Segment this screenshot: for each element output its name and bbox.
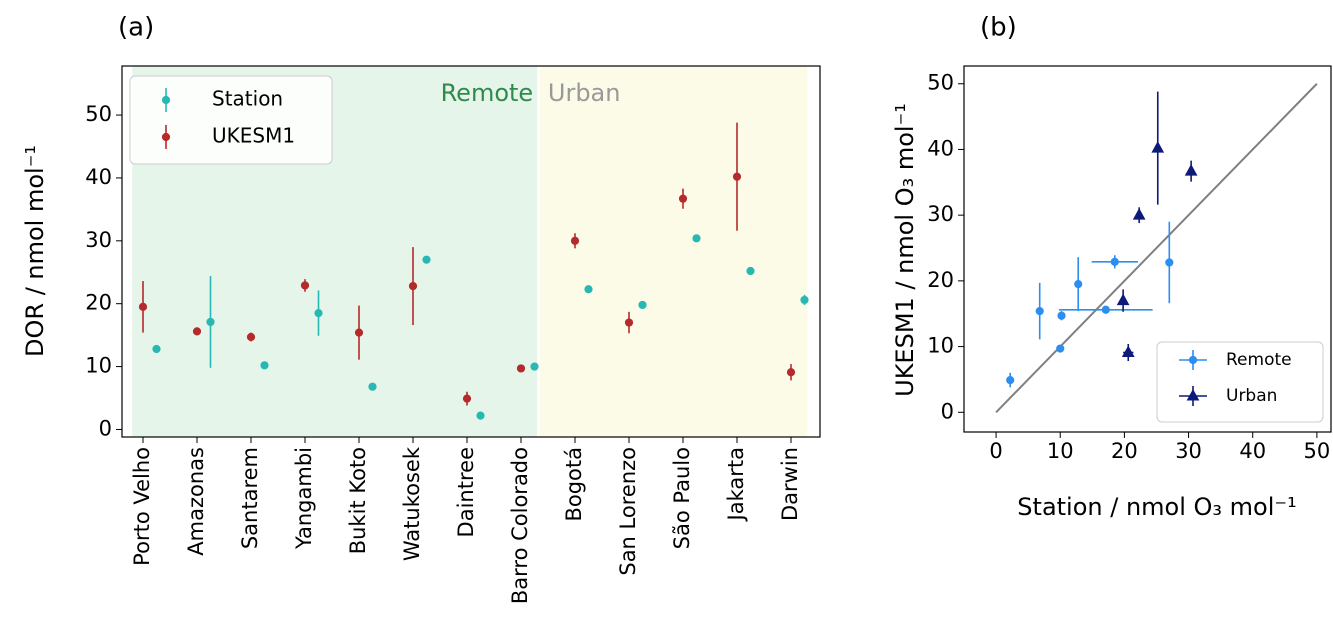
x-tick-label: Barro Colorado — [508, 447, 532, 604]
marker — [1165, 258, 1174, 267]
marker — [408, 281, 418, 291]
y-tick-label: 0 — [99, 416, 112, 440]
marker — [584, 285, 593, 294]
y-tick-label: 0 — [941, 399, 954, 423]
x-tick-label: San Lorenzo — [616, 447, 640, 576]
marker — [1151, 141, 1165, 153]
marker — [570, 236, 580, 245]
axes-frame — [963, 65, 1332, 433]
marker — [314, 309, 323, 318]
y-tick-label: 40 — [85, 165, 112, 189]
marker — [692, 234, 701, 243]
x-tick-label: Amazonas — [184, 447, 208, 556]
x-tick-label: Bukit Koto — [346, 447, 370, 554]
reference-line — [995, 83, 1318, 413]
marker — [624, 318, 634, 327]
y-axis-label: DOR / nmol mol⁻¹ — [21, 145, 49, 357]
y-tick-label: 40 — [927, 136, 954, 160]
x-tick-label: 20 — [1111, 439, 1138, 463]
x-tick-label: Watukosek — [400, 446, 424, 561]
marker — [476, 411, 485, 420]
marker — [800, 295, 809, 305]
marker — [422, 255, 431, 264]
x-tick-label: Daintree — [454, 447, 478, 537]
y-tick-label: 20 — [85, 291, 112, 315]
marker — [678, 194, 688, 203]
y-tick-label: 10 — [927, 334, 954, 358]
panel-label: (a) — [118, 13, 154, 43]
x-tick-label: Darwin — [778, 447, 802, 521]
marker — [1074, 280, 1083, 289]
marker — [152, 344, 161, 354]
legend-label: Station — [212, 87, 283, 111]
marker — [1132, 208, 1146, 220]
legend-label: UKESM1 — [212, 124, 295, 148]
x-tick-label: Santarem — [238, 447, 262, 549]
marker — [1116, 293, 1130, 306]
x-tick-label: 40 — [1239, 439, 1266, 463]
y-tick-label: 50 — [85, 102, 112, 126]
region-label: Remote — [441, 79, 534, 107]
marker — [246, 332, 256, 342]
marker — [206, 317, 215, 327]
legend-box — [1156, 341, 1324, 423]
marker — [1101, 305, 1110, 314]
marker — [1057, 311, 1066, 320]
x-tick-label: 50 — [1304, 439, 1331, 463]
marker — [161, 95, 171, 105]
x-tick-label: Porto Velho — [130, 447, 154, 566]
x-tick-label: Bogotá — [562, 447, 586, 522]
marker — [1056, 344, 1065, 353]
x-tick-label: Yangambi — [292, 447, 316, 550]
y-tick-label: 50 — [927, 71, 954, 95]
marker — [1186, 388, 1200, 401]
marker — [1188, 355, 1198, 365]
marker — [1110, 257, 1119, 266]
marker — [192, 327, 202, 336]
y-tick-label: 10 — [85, 354, 112, 378]
x-tick-label: Jakarta — [724, 447, 748, 522]
x-tick-label: 10 — [1047, 439, 1074, 463]
marker — [1184, 164, 1198, 176]
marker — [161, 132, 171, 142]
marker — [1035, 306, 1044, 316]
marker — [138, 302, 148, 311]
marker — [260, 361, 269, 370]
y-tick-label: 20 — [927, 268, 954, 292]
panel-label: (b) — [980, 13, 1017, 43]
x-tick-label: São Paulo — [670, 447, 694, 549]
legend-label: Remote — [1226, 350, 1292, 370]
marker — [786, 368, 796, 377]
marker — [638, 300, 647, 310]
x-tick-label: 0 — [989, 439, 1002, 463]
marker — [368, 382, 377, 391]
legend-label: Urban — [1226, 386, 1277, 406]
marker — [1006, 375, 1015, 385]
legend-box — [129, 75, 333, 165]
marker — [300, 281, 310, 290]
marker — [1121, 345, 1135, 357]
y-tick-label: 30 — [927, 202, 954, 226]
x-axis-label: Station / nmol O₃ mol⁻¹ — [1017, 493, 1296, 521]
marker — [354, 328, 364, 337]
region-band — [539, 66, 808, 437]
axes-frame — [121, 65, 821, 438]
marker — [746, 266, 755, 276]
x-tick-label: 30 — [1175, 439, 1202, 463]
marker — [516, 364, 526, 373]
marker — [732, 172, 742, 181]
marker — [530, 362, 539, 371]
marker — [462, 394, 472, 403]
y-tick-label: 30 — [85, 228, 112, 252]
region-label: Urban — [548, 79, 621, 107]
y-axis-label: UKESM1 / nmol O₃ mol⁻¹ — [891, 103, 919, 397]
